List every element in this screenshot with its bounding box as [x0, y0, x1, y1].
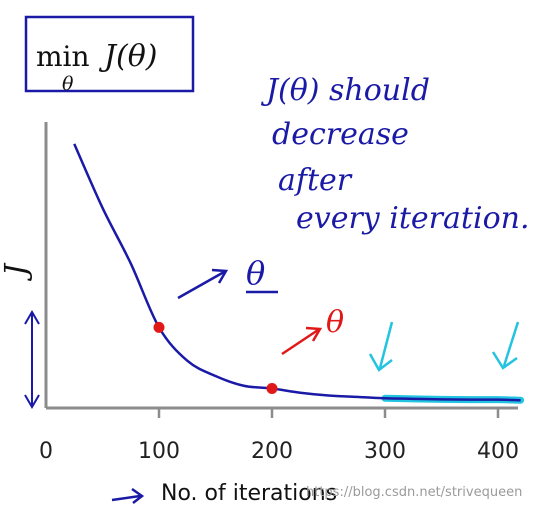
- x-tick-label-100: 100: [138, 439, 180, 464]
- y-axis-mark: J: [0, 262, 34, 282]
- title-operator: min: [36, 40, 90, 73]
- x-label-group: No. of iterations: [111, 481, 337, 506]
- title-function: J(θ): [98, 39, 158, 74]
- x-label-arrow: [111, 494, 141, 502]
- data-point-2: [266, 383, 278, 395]
- series-line-0: [73, 143, 521, 402]
- note-line-3: after: [278, 163, 353, 198]
- converged-arrow-left: [368, 321, 394, 372]
- point-label-1: θ: [246, 254, 265, 292]
- title-subscript: θ: [62, 73, 74, 95]
- note-line-1: J(θ) should: [260, 73, 430, 108]
- note-line-4: every iteration.: [296, 201, 529, 236]
- converged-arrow-right: [491, 321, 520, 370]
- annotation-arrow-1: [177, 268, 229, 300]
- point-label-2: θ: [326, 305, 344, 340]
- x-tick-label-300: 300: [364, 439, 406, 464]
- handwritten-note: J(θ) should decrease after every iterati…: [260, 73, 529, 236]
- title-box: [24, 15, 195, 93]
- y-axis-range-arrow: [24, 310, 40, 409]
- x-tick-label-400: 400: [477, 439, 519, 464]
- annotation-arrow-2: [281, 326, 323, 356]
- watermark: https://blog.csdn.net/strivequeen: [306, 485, 522, 500]
- chart-title: min θ J(θ): [24, 15, 195, 95]
- note-line-2: decrease: [272, 117, 409, 152]
- data-point-1: [153, 321, 165, 333]
- x-axis-label: No. of iterations: [161, 481, 337, 506]
- x-tick-label-200: 200: [251, 439, 293, 464]
- x-tick-label-0: 0: [39, 439, 53, 464]
- plot-marks: 0 100 200 300 400: [39, 143, 525, 464]
